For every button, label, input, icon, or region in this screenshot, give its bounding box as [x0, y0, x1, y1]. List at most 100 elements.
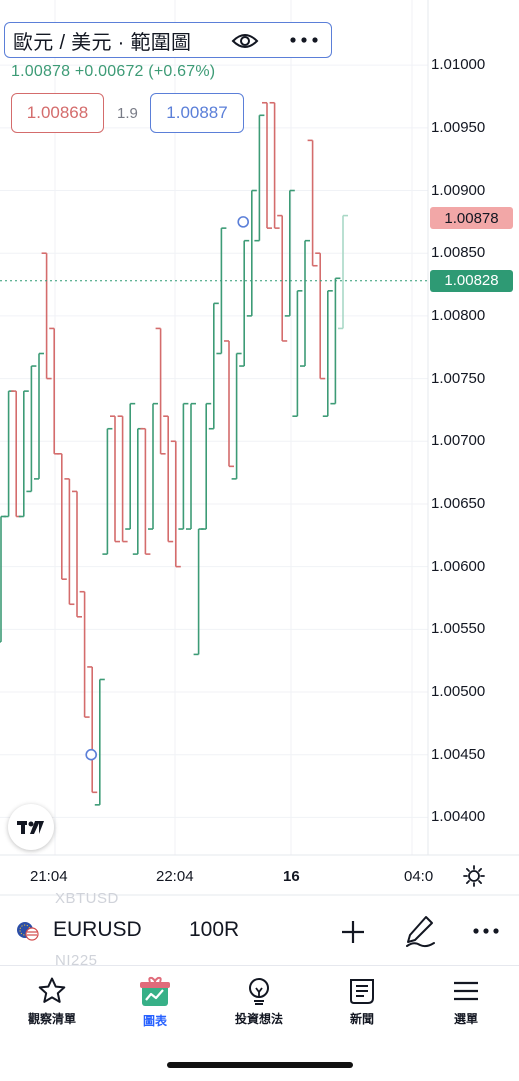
price-label: 1.01000 — [431, 56, 486, 74]
range-bar — [307, 139, 318, 267]
range-bar — [163, 415, 174, 543]
home-indicator — [167, 1062, 353, 1068]
chart-icon — [140, 976, 170, 1006]
range-bar — [125, 402, 136, 530]
range-bar — [3, 390, 14, 518]
gear-icon[interactable] — [462, 864, 486, 888]
nav-label: 投資想法 — [234, 1012, 283, 1026]
nav-label: 觀察清單 — [27, 1012, 76, 1026]
range-bar — [72, 490, 82, 618]
price-label: 1.00800 — [431, 306, 486, 324]
range-bar — [330, 277, 341, 405]
eye-icon[interactable] — [231, 31, 259, 51]
range-bar — [11, 390, 22, 518]
range-bar — [110, 415, 120, 543]
time-label: 16 — [283, 868, 300, 885]
range-bar — [18, 390, 29, 518]
price-chart[interactable] — [0, 0, 519, 900]
price-label: 1.00600 — [431, 557, 486, 575]
range-bar — [178, 402, 189, 530]
time-label: 22:04 — [156, 868, 194, 885]
current-price-tag: 1.00828 — [430, 269, 513, 292]
range-bar — [87, 666, 98, 794]
nav-label: 選單 — [453, 1012, 478, 1026]
range-bar — [201, 402, 212, 530]
range-bar — [208, 302, 219, 430]
tradingview-logo-icon — [17, 821, 44, 834]
range-bar — [148, 402, 158, 530]
range-bar — [254, 114, 265, 242]
event-marker — [85, 748, 97, 761]
symbol-name[interactable]: EURUSD — [53, 918, 142, 941]
range-bar — [102, 427, 113, 555]
range-bar — [284, 189, 295, 317]
tradingview-logo[interactable] — [8, 804, 54, 850]
price-label: 1.00400 — [431, 808, 486, 826]
more-icon[interactable] — [472, 927, 500, 935]
nav-label: 新聞 — [349, 1012, 374, 1026]
range-bar — [49, 327, 60, 455]
price-label: 1.00950 — [431, 118, 486, 136]
range-bar — [117, 415, 128, 543]
range-bar — [0, 515, 6, 643]
price-change: 1.00878 +0.00672 (+0.67%) — [11, 63, 216, 80]
range-bar — [155, 327, 166, 455]
range-bar — [315, 252, 326, 380]
range-bar — [269, 101, 280, 229]
plus-icon[interactable] — [340, 919, 366, 945]
ghost-symbol: NI225 — [55, 952, 98, 969]
range-bar — [64, 478, 75, 606]
interval-button[interactable]: 100R — [189, 918, 240, 941]
nav-ideas[interactable]: 投資想法 — [219, 976, 299, 1027]
range-bar — [246, 189, 257, 317]
menu-icon — [454, 981, 478, 1001]
range-bar — [94, 678, 105, 806]
price-label: 1.00700 — [431, 432, 486, 450]
more-dots-icon[interactable] — [289, 36, 319, 44]
buy-price-button[interactable]: 1.00887 — [150, 93, 244, 133]
range-bar — [132, 427, 143, 555]
range-bar — [338, 214, 348, 330]
range-bar — [239, 239, 250, 367]
nav-news[interactable]: 新聞 — [322, 976, 402, 1027]
event-marker — [237, 216, 249, 228]
range-bar — [277, 214, 288, 342]
nav-chart[interactable]: 圖表 — [115, 976, 195, 1029]
lightbulb-icon — [249, 978, 269, 1005]
price-label: 1.00550 — [431, 620, 486, 638]
time-label: 04:0 — [404, 868, 434, 885]
price-label: 1.00900 — [431, 181, 486, 199]
nav-menu[interactable]: 選單 — [426, 976, 506, 1027]
price-label: 1.00750 — [431, 369, 486, 387]
range-bar — [186, 402, 196, 530]
news-icon — [350, 979, 374, 1004]
range-bar — [322, 290, 333, 417]
price-label: 1.00850 — [431, 244, 486, 262]
price-label: 1.00650 — [431, 494, 486, 512]
range-bar — [26, 365, 37, 493]
range-bar — [170, 440, 181, 568]
range-bar — [231, 352, 242, 480]
range-bar — [56, 453, 67, 580]
range-bar — [300, 239, 310, 367]
chart-title: 歐元 / 美元 · 範圍圖 — [13, 31, 192, 54]
last-price-tag: 1.00878 — [430, 207, 513, 230]
ghost-symbol: XBTUSD — [55, 890, 119, 907]
sell-price-button[interactable]: 1.00868 — [11, 93, 104, 133]
nav-label: 圖表 — [142, 1014, 167, 1028]
time-label: 21:04 — [30, 868, 68, 885]
range-bar — [224, 340, 234, 468]
symbol-title-box[interactable]: 歐元 / 美元 · 範圍圖 — [4, 22, 332, 58]
chart-markers — [0, 216, 428, 761]
range-bar — [216, 227, 227, 355]
range-bar — [140, 427, 151, 555]
range-bar — [41, 252, 52, 380]
range-bar — [34, 352, 44, 480]
pen-icon[interactable] — [404, 914, 436, 948]
nav-watchlist[interactable]: 觀察清單 — [12, 976, 92, 1027]
range-bars — [0, 101, 348, 806]
price-label: 1.00500 — [431, 683, 486, 700]
bottom-nav: 觀察清單 圖表 投資想法 新聞 — [0, 965, 519, 1036]
spread-value: 1.9 — [117, 105, 138, 122]
flag-icon — [17, 922, 39, 941]
